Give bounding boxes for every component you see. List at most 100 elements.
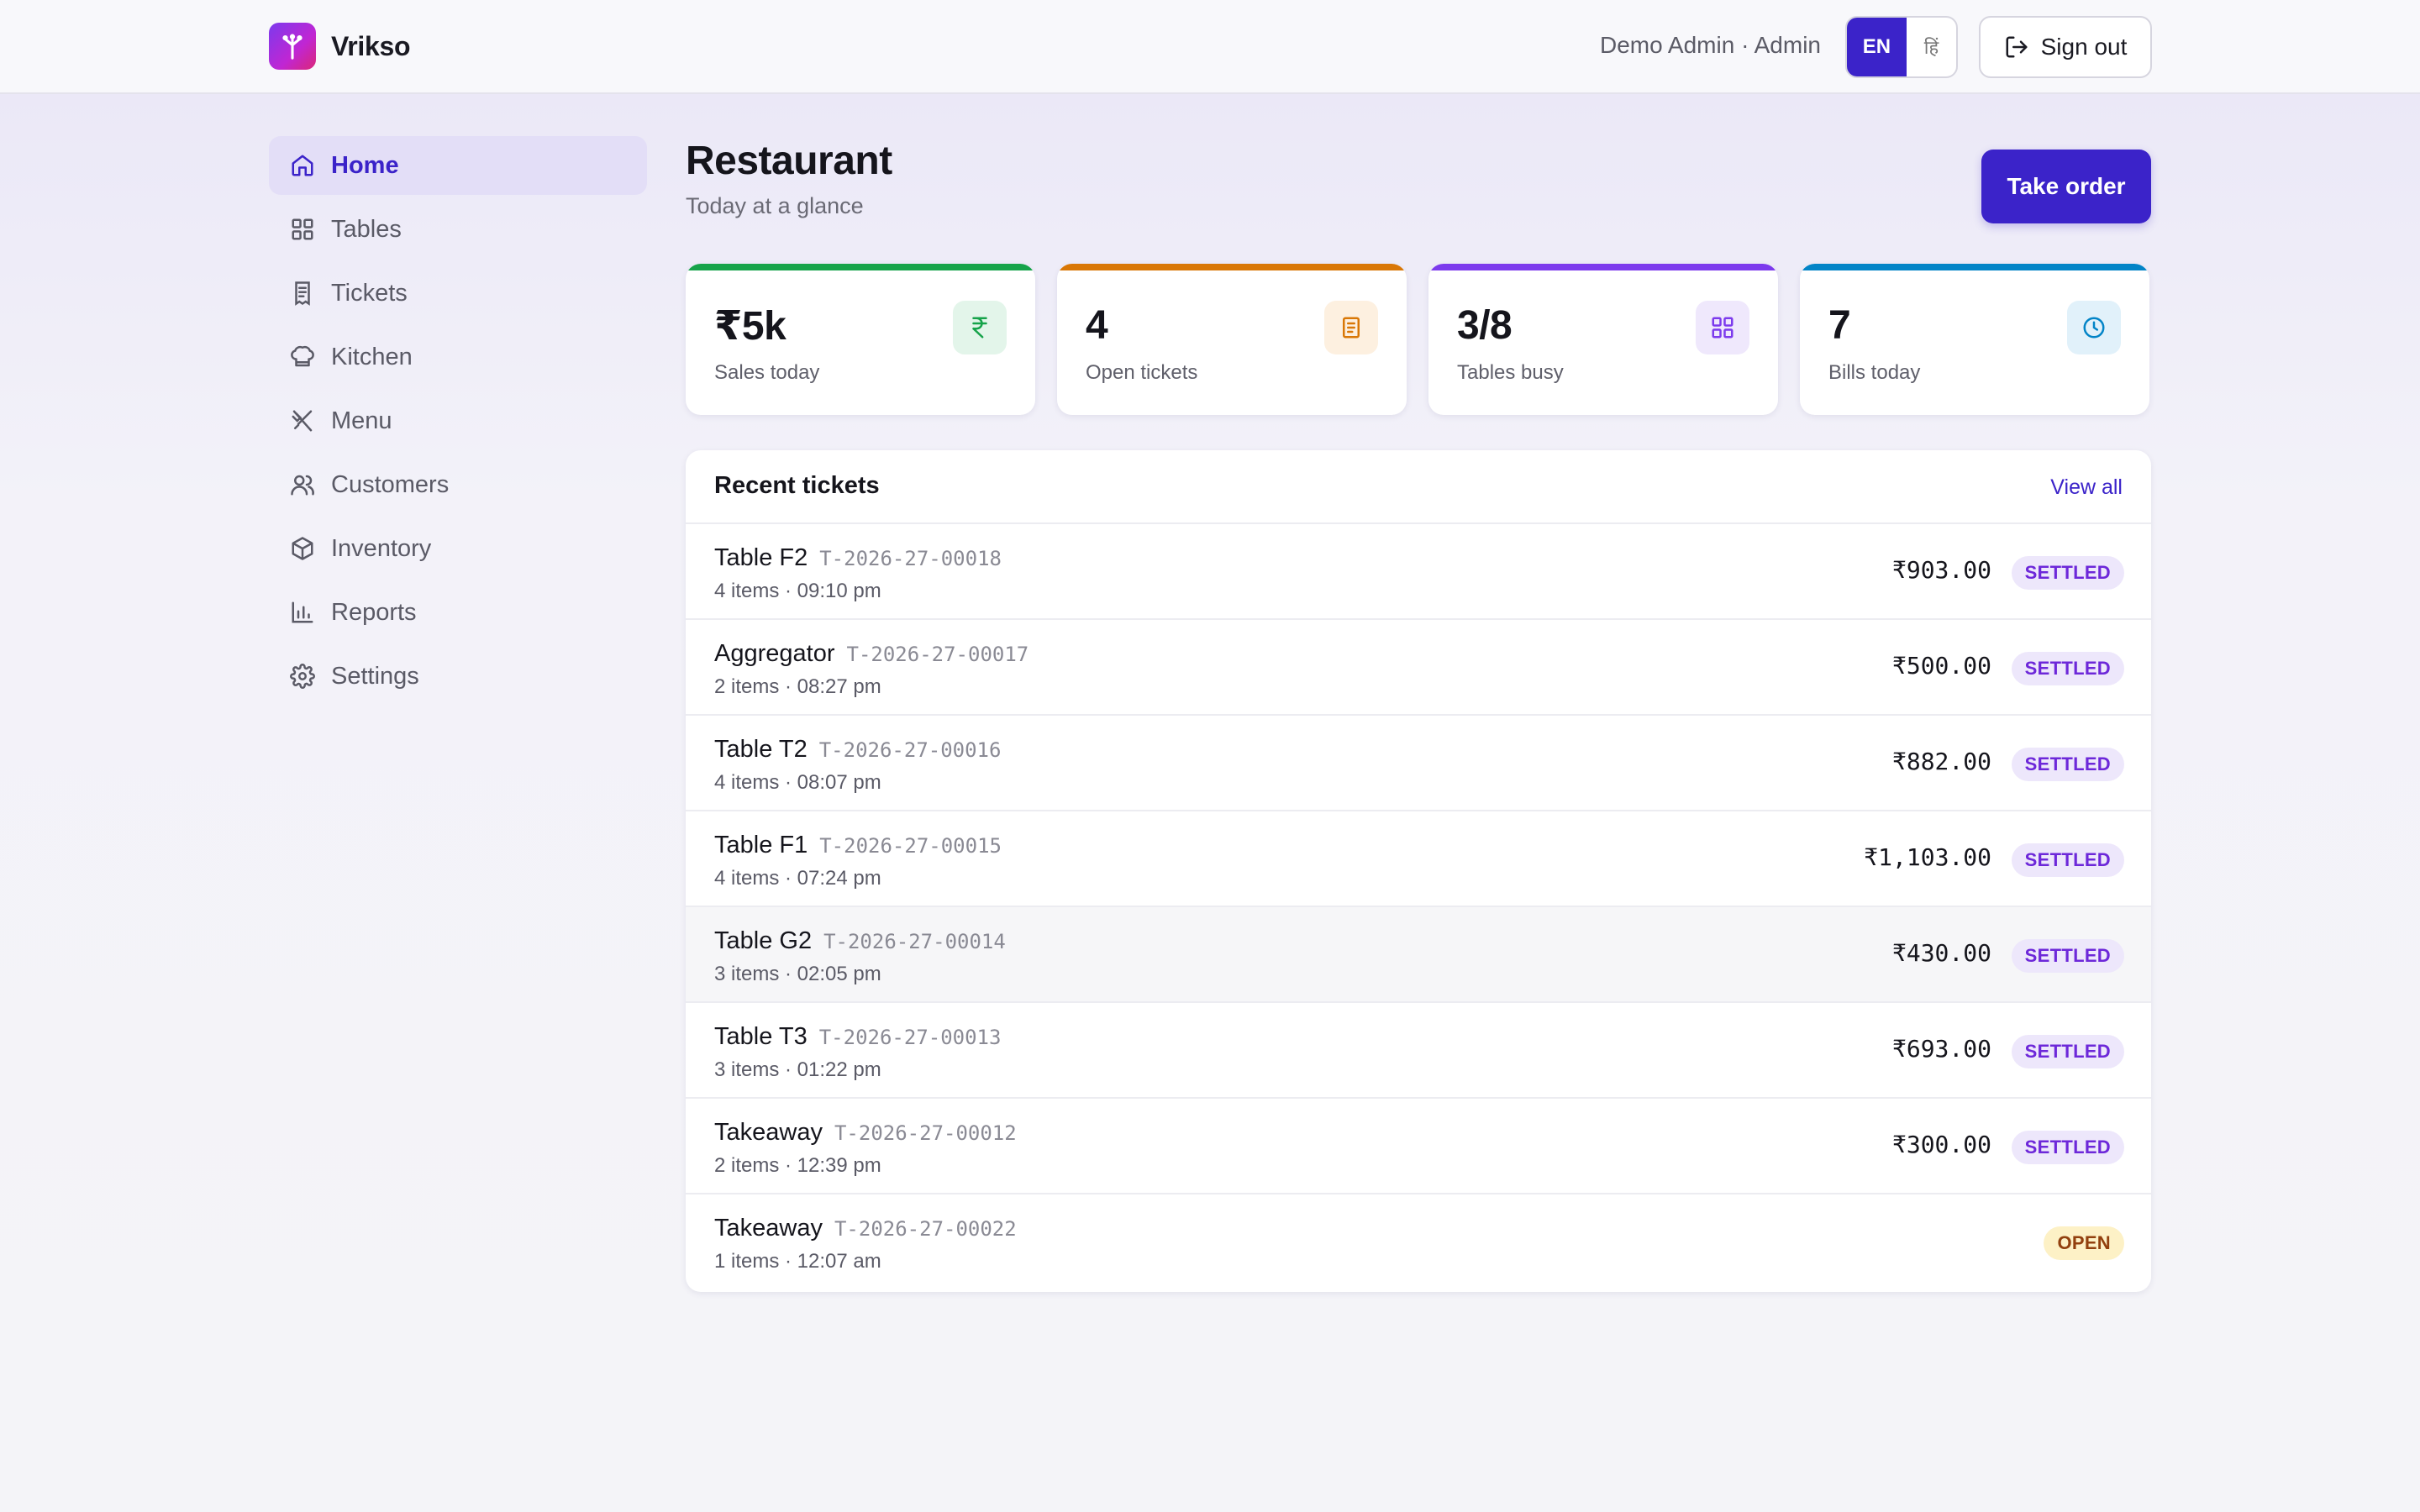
ticket-name: Aggregator — [714, 640, 835, 667]
take-order-button[interactable]: Take order — [1981, 150, 2151, 223]
view-all-link[interactable]: View all — [2050, 475, 2123, 499]
ticket-row[interactable]: Aggregator T-2026-27-00017 2 items · 08:2… — [686, 620, 2151, 716]
ticket-row[interactable]: Takeaway T-2026-27-00022 1 items · 12:07 … — [686, 1194, 2151, 1290]
ticket-code: T-2026-27-00022 — [834, 1217, 1017, 1241]
brand[interactable]: Vrikso — [269, 23, 411, 70]
ticket-amount: ₹882.00 — [1891, 748, 1991, 775]
sidebar-item-settings[interactable]: Settings — [269, 647, 647, 706]
ticket-name: Table F2 — [714, 544, 808, 571]
stat-value: ₹5k — [714, 304, 786, 349]
stats-row: ₹5k Sales today 4 Open tickets 3/8 Table… — [686, 264, 2151, 415]
lang-hi-button[interactable]: हिं — [1923, 37, 1939, 58]
ticket-row[interactable]: Table F2 T-2026-27-00018 4 items · 09:10 … — [686, 524, 2151, 620]
package-icon — [289, 535, 316, 562]
sidebar-item-label: Customers — [331, 470, 450, 498]
grid-icon — [1696, 301, 1749, 354]
status-badge: SETTLED — [2011, 556, 2124, 590]
ticket-name: Table T3 — [714, 1023, 808, 1050]
ticket-meta: 2 items · 08:27 pm — [714, 675, 881, 698]
language-toggle: EN हिं — [1845, 16, 1958, 78]
ticket-name: Takeaway — [714, 1215, 823, 1242]
sidebar: Home Tables Tickets Kitchen Menu Custome… — [269, 136, 647, 711]
top-bar: Vrikso Demo Admin · Admin EN हिं Sign ou… — [0, 0, 2420, 94]
stat-label: Sales today — [714, 361, 820, 384]
stat-accent-bar — [1800, 264, 2149, 270]
ticket-meta: 2 items · 12:39 pm — [714, 1154, 881, 1177]
ticket-meta: 4 items · 07:24 pm — [714, 867, 881, 890]
ticket-amount: ₹500.00 — [1891, 652, 1991, 680]
ticket-row[interactable]: Table G2 T-2026-27-00014 3 items · 02:05 … — [686, 907, 2151, 1003]
status-badge: SETTLED — [2011, 652, 2124, 685]
sidebar-item-label: Home — [331, 151, 399, 179]
sidebar-item-label: Inventory — [331, 534, 432, 562]
status-badge: SETTLED — [2011, 1131, 2124, 1164]
ticket-meta: 4 items · 08:07 pm — [714, 771, 881, 794]
sidebar-item-menu[interactable]: Menu — [269, 391, 647, 450]
grid-icon — [289, 216, 316, 243]
ticket-name: Table F1 — [714, 832, 808, 858]
stat-accent-bar — [1428, 264, 1778, 270]
ticket-meta: 4 items · 09:10 pm — [714, 580, 881, 602]
stat-label: Bills today — [1828, 361, 1921, 384]
sidebar-item-label: Kitchen — [331, 343, 413, 370]
ticket-amount: ₹693.00 — [1891, 1035, 1991, 1063]
clock-icon — [2067, 301, 2121, 354]
chef-hat-icon — [289, 344, 316, 370]
sidebar-item-tables[interactable]: Tables — [269, 200, 647, 259]
ticket-amount: ₹430.00 — [1891, 939, 1991, 967]
bar-chart-icon — [289, 599, 316, 626]
ticket-meta: 3 items · 01:22 pm — [714, 1058, 881, 1081]
stat-card-bills-today[interactable]: 7 Bills today — [1800, 264, 2149, 415]
gear-icon — [289, 663, 316, 690]
stat-label: Open tickets — [1086, 361, 1198, 384]
ticket-code: T-2026-27-00014 — [823, 930, 1006, 953]
sidebar-item-tickets[interactable]: Tickets — [269, 264, 647, 323]
ticket-code: T-2026-27-00013 — [818, 1026, 1002, 1049]
sidebar-item-reports[interactable]: Reports — [269, 583, 647, 642]
stat-accent-bar — [686, 264, 1035, 270]
stat-card-open-tickets[interactable]: 4 Open tickets — [1057, 264, 1407, 415]
page-subtitle: Today at a glance — [686, 193, 864, 218]
ticket-meta: 3 items · 02:05 pm — [714, 963, 881, 985]
status-badge: SETTLED — [2011, 1035, 2124, 1068]
ticket-meta: 1 items · 12:07 am — [714, 1250, 881, 1273]
home-icon — [289, 152, 316, 179]
ticket-name: Takeaway — [714, 1119, 823, 1146]
sign-out-button[interactable]: Sign out — [1979, 16, 2152, 78]
stat-card-tables-busy[interactable]: 3/8 Tables busy — [1428, 264, 1778, 415]
sidebar-item-customers[interactable]: Customers — [269, 455, 647, 514]
sidebar-item-home[interactable]: Home — [269, 136, 647, 195]
sign-out-icon — [2006, 36, 2028, 58]
recent-tickets-card: Recent tickets View all Table F2 T-2026-2… — [686, 450, 2151, 1292]
sidebar-item-label: Reports — [331, 598, 417, 626]
stat-card-sales[interactable]: ₹5k Sales today — [686, 264, 1035, 415]
rupee-icon — [953, 301, 1007, 354]
ticket-row[interactable]: Table F1 T-2026-27-00015 4 items · 07:24 … — [686, 811, 2151, 907]
stat-value: 3/8 — [1457, 303, 1512, 348]
stat-value: 4 — [1086, 303, 1108, 348]
stat-label: Tables busy — [1457, 361, 1564, 384]
receipt-icon — [1324, 301, 1378, 354]
ticket-code: T-2026-27-00015 — [819, 834, 1002, 858]
recent-tickets-title: Recent tickets — [714, 472, 880, 499]
ticket-amount: ₹300.00 — [1891, 1131, 1991, 1158]
ticket-row[interactable]: Table T2 T-2026-27-00016 4 items · 08:07 … — [686, 716, 2151, 811]
ticket-code: T-2026-27-00017 — [846, 643, 1029, 666]
ticket-row[interactable]: Table T3 T-2026-27-00013 3 items · 01:22 … — [686, 1003, 2151, 1099]
status-badge: SETTLED — [2011, 748, 2124, 781]
sidebar-item-kitchen[interactable]: Kitchen — [269, 328, 647, 386]
status-badge: SETTLED — [2011, 843, 2124, 877]
lang-en-button[interactable]: EN — [1847, 18, 1907, 76]
brand-name: Vrikso — [331, 30, 411, 61]
status-badge: OPEN — [2044, 1226, 2124, 1260]
sidebar-item-label: Tickets — [331, 279, 408, 307]
status-badge: SETTLED — [2011, 939, 2124, 973]
recent-tickets-header: Recent tickets View all — [686, 450, 2151, 524]
users-icon — [289, 471, 316, 498]
receipt-icon — [289, 280, 316, 307]
ticket-row[interactable]: Takeaway T-2026-27-00012 2 items · 12:39 … — [686, 1099, 2151, 1194]
sidebar-item-inventory[interactable]: Inventory — [269, 519, 647, 578]
sidebar-item-label: Settings — [331, 662, 419, 690]
utensils-icon — [289, 407, 316, 434]
ticket-code: T-2026-27-00016 — [818, 738, 1002, 762]
